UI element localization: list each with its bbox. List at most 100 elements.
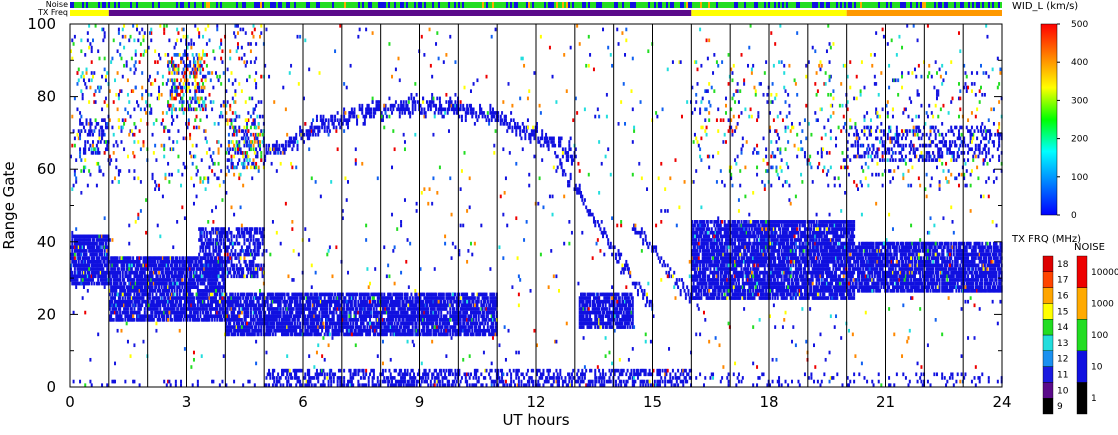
- data-point: [258, 310, 261, 315]
- data-point: [332, 314, 335, 319]
- data-point: [218, 256, 221, 260]
- data-point: [111, 303, 114, 308]
- data-point: [252, 332, 255, 337]
- data-point: [208, 270, 211, 275]
- data-point: [266, 292, 269, 297]
- data-point: [406, 321, 409, 326]
- data-point: [75, 241, 78, 246]
- data-point: [477, 314, 480, 319]
- data-point: [124, 288, 127, 293]
- data-point: [143, 318, 146, 322]
- data-point: [354, 325, 357, 329]
- data-point: [463, 299, 466, 304]
- data-point: [172, 259, 175, 264]
- data-point: [718, 267, 721, 271]
- data-point: [177, 318, 180, 322]
- data-point: [269, 328, 272, 333]
- noise-bar-segment: [620, 2, 622, 8]
- data-point: [187, 285, 190, 289]
- data-point: [407, 303, 410, 308]
- data-point: [255, 314, 258, 319]
- data-point: [183, 303, 186, 308]
- data-point: [240, 332, 243, 337]
- data-point: [176, 314, 179, 319]
- data-point: [165, 278, 168, 282]
- data-point: [235, 325, 238, 329]
- data-point: [702, 256, 705, 260]
- data-point: [139, 288, 142, 293]
- noise-bar-segment: [394, 2, 396, 8]
- data-point: [693, 238, 696, 242]
- noise-bar-segment: [860, 2, 862, 8]
- data-point: [339, 328, 342, 333]
- data-point: [236, 227, 239, 231]
- data-point: [172, 256, 175, 260]
- data-point: [181, 281, 184, 286]
- data-point: [260, 332, 263, 337]
- data-point: [383, 328, 386, 333]
- data-point: [726, 281, 729, 286]
- data-point: [435, 310, 438, 315]
- data-point: [692, 252, 695, 257]
- data-point: [715, 256, 718, 260]
- txfreq-status-bar: [70, 10, 1002, 16]
- data-point: [253, 325, 256, 329]
- data-point: [459, 321, 462, 326]
- data-point: [468, 307, 471, 311]
- data-point: [326, 314, 329, 319]
- data-point: [326, 292, 329, 297]
- data-point: [190, 281, 193, 286]
- data-point: [154, 296, 157, 300]
- data-point: [700, 292, 703, 297]
- data-point: [233, 325, 236, 329]
- data-point: [704, 252, 707, 257]
- data-point: [116, 267, 119, 271]
- data-point: [129, 310, 132, 315]
- data-point: [717, 230, 720, 235]
- data-point: [358, 296, 361, 300]
- data-point: [463, 332, 466, 337]
- data-point: [727, 274, 730, 279]
- data-point: [721, 278, 724, 282]
- data-point: [431, 310, 434, 315]
- data-point: [256, 263, 259, 268]
- data-point: [715, 270, 718, 275]
- data-point: [358, 328, 361, 333]
- data-point: [243, 259, 246, 264]
- data-point: [252, 238, 255, 242]
- data-point: [300, 310, 303, 315]
- data-point: [423, 314, 426, 319]
- data-point: [391, 303, 394, 308]
- data-point: [695, 263, 698, 268]
- data-point: [292, 325, 295, 329]
- data-point: [212, 278, 215, 282]
- noise-bar-segment: [824, 2, 826, 8]
- data-point: [419, 314, 422, 319]
- data-point: [691, 220, 694, 224]
- data-point: [101, 278, 104, 282]
- data-point: [216, 238, 219, 242]
- data-point: [406, 325, 409, 329]
- data-point: [211, 241, 214, 246]
- data-point: [290, 299, 293, 304]
- data-point: [155, 274, 158, 279]
- data-point: [482, 328, 485, 333]
- data-point: [251, 252, 254, 257]
- data-point: [477, 307, 480, 311]
- data-point: [220, 249, 223, 253]
- data-point: [460, 307, 463, 311]
- data-point: [396, 303, 399, 308]
- noise-bar-segment: [710, 2, 712, 8]
- data-point: [406, 328, 409, 333]
- noise-bar-segment: [294, 2, 296, 8]
- data-point: [255, 238, 258, 242]
- data-point: [233, 299, 236, 304]
- noise-bar-segment: [458, 2, 460, 8]
- data-point: [380, 321, 383, 326]
- data-point: [401, 328, 404, 333]
- data-point: [196, 314, 199, 319]
- data-point: [699, 230, 702, 235]
- data-point: [287, 307, 290, 311]
- noise-bar-segment: [960, 2, 962, 8]
- noise-bar-segment: [436, 2, 438, 8]
